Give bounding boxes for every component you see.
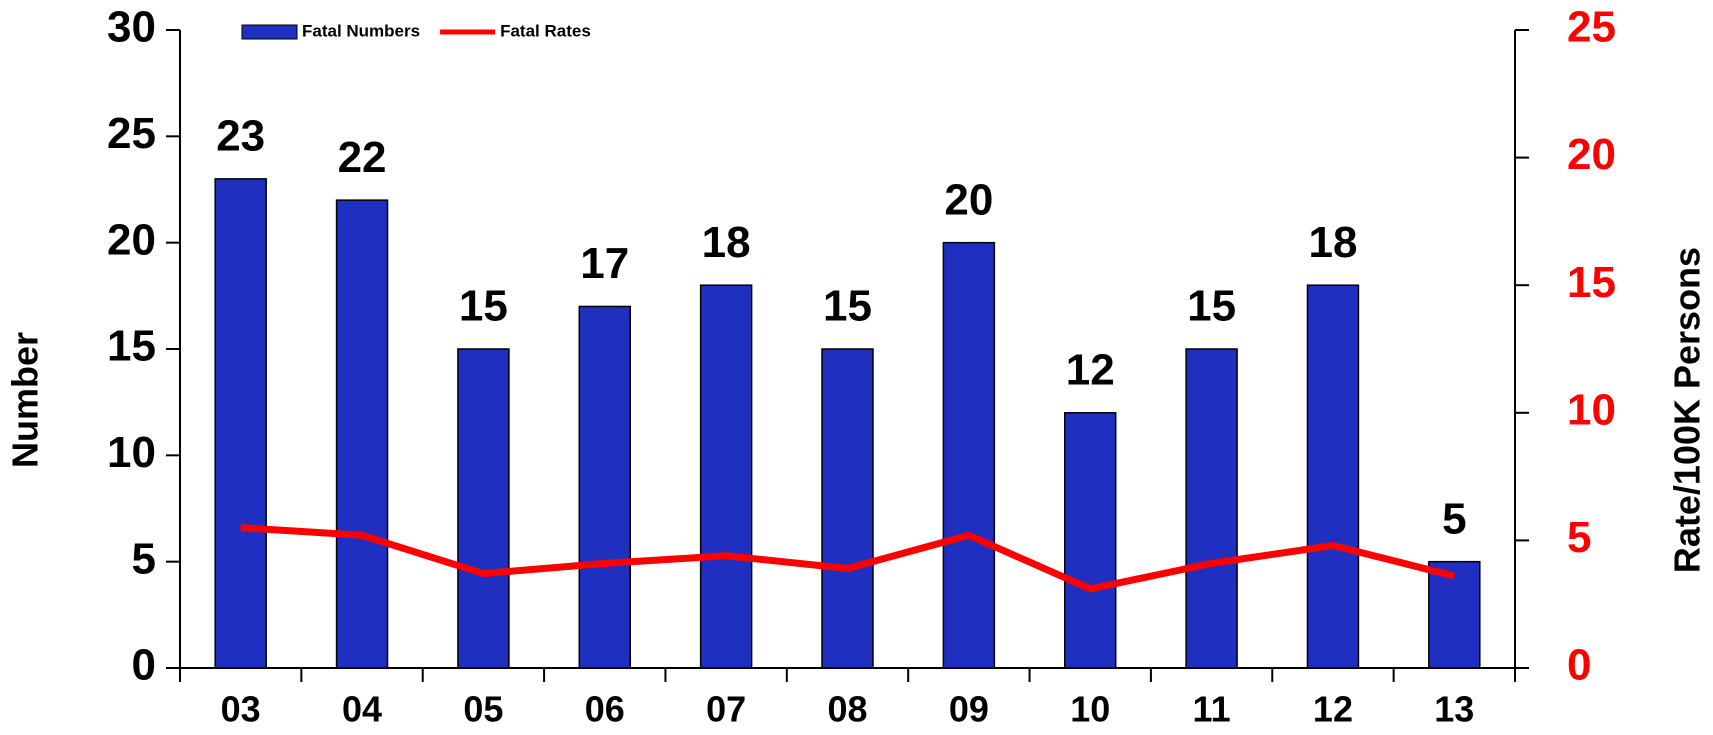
x-tick-label: 09 bbox=[949, 689, 989, 730]
y-tick-label: 20 bbox=[107, 215, 156, 264]
bar bbox=[821, 348, 874, 669]
bar bbox=[1063, 412, 1117, 669]
x-tick-label: 07 bbox=[706, 689, 746, 730]
y2-axis-label: Rate/100K Persons bbox=[1667, 247, 1708, 573]
y2-tick-label: 20 bbox=[1567, 130, 1616, 179]
data-label: 12 bbox=[1066, 345, 1115, 394]
data-label: 18 bbox=[1308, 218, 1357, 267]
data-label: 23 bbox=[216, 111, 265, 160]
x-tick-label: 05 bbox=[463, 689, 503, 730]
y2-tick-label: 15 bbox=[1567, 258, 1616, 307]
bar bbox=[1185, 348, 1238, 669]
bar bbox=[335, 199, 389, 669]
data-label: 18 bbox=[702, 218, 751, 267]
data-label: 15 bbox=[823, 282, 872, 331]
x-tick-label: 08 bbox=[827, 689, 867, 730]
data-label: 17 bbox=[580, 239, 629, 288]
bar bbox=[214, 178, 267, 669]
y2-tick-label: 25 bbox=[1567, 3, 1616, 52]
y-tick-label: 5 bbox=[132, 534, 156, 583]
legend-label: Fatal Rates bbox=[500, 21, 591, 40]
data-label: 15 bbox=[1187, 282, 1236, 331]
y2-tick-label: 5 bbox=[1567, 513, 1591, 562]
y-tick-label: 15 bbox=[107, 322, 156, 371]
data-label: 15 bbox=[459, 282, 508, 331]
bar bbox=[457, 348, 510, 669]
x-tick-label: 11 bbox=[1193, 689, 1231, 730]
y2-tick-label: 0 bbox=[1567, 641, 1591, 690]
legend-swatch bbox=[241, 24, 298, 40]
bar bbox=[1306, 284, 1360, 669]
x-tick-label: 04 bbox=[342, 689, 382, 730]
y-tick-label: 10 bbox=[107, 428, 156, 477]
x-tick-label: 13 bbox=[1434, 689, 1474, 730]
bar bbox=[699, 284, 753, 669]
x-tick-label: 03 bbox=[221, 689, 261, 730]
bar bbox=[1428, 560, 1481, 669]
x-tick-label: 12 bbox=[1313, 689, 1353, 730]
y2-tick-label: 10 bbox=[1567, 385, 1616, 434]
y-tick-label: 25 bbox=[107, 109, 156, 158]
data-label: 22 bbox=[338, 133, 387, 182]
bar bbox=[942, 241, 996, 669]
data-label: 5 bbox=[1442, 494, 1466, 543]
x-tick-label: 10 bbox=[1070, 689, 1110, 730]
y-tick-label: 0 bbox=[132, 641, 156, 690]
legend-label: Fatal Numbers bbox=[302, 21, 420, 40]
y-tick-label: 30 bbox=[107, 3, 156, 52]
data-label: 20 bbox=[944, 175, 993, 224]
line bbox=[240, 524, 1456, 593]
bar bbox=[578, 305, 632, 669]
y-axis-label: Number bbox=[5, 332, 46, 468]
x-tick-label: 06 bbox=[585, 689, 625, 730]
